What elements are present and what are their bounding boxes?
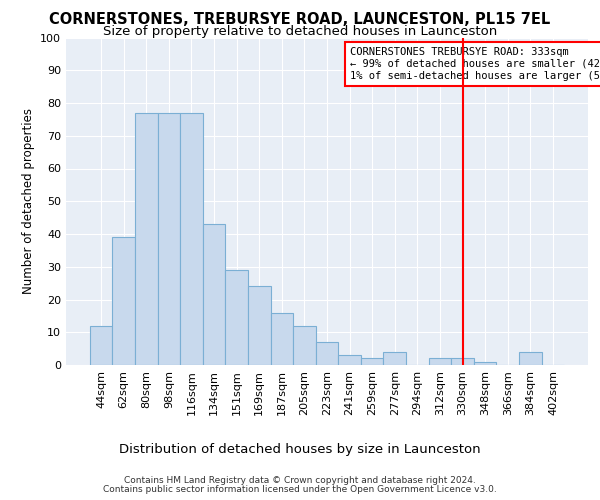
Bar <box>383 352 406 365</box>
Bar <box>248 286 271 365</box>
Text: Contains public sector information licensed under the Open Government Licence v3: Contains public sector information licen… <box>103 485 497 494</box>
Bar <box>158 113 180 365</box>
Text: CORNERSTONES TREBURSYE ROAD: 333sqm
← 99% of detached houses are smaller (423)
1: CORNERSTONES TREBURSYE ROAD: 333sqm ← 99… <box>350 48 600 80</box>
Bar <box>519 352 542 365</box>
Bar <box>135 113 158 365</box>
Bar <box>293 326 316 365</box>
Bar <box>428 358 451 365</box>
Bar <box>112 238 135 365</box>
Bar <box>361 358 383 365</box>
Bar <box>451 358 474 365</box>
Bar <box>474 362 496 365</box>
Bar <box>203 224 226 365</box>
Y-axis label: Number of detached properties: Number of detached properties <box>22 108 35 294</box>
Bar <box>180 113 203 365</box>
Text: Contains HM Land Registry data © Crown copyright and database right 2024.: Contains HM Land Registry data © Crown c… <box>124 476 476 485</box>
Text: Size of property relative to detached houses in Launceston: Size of property relative to detached ho… <box>103 25 497 38</box>
Text: CORNERSTONES, TREBURSYE ROAD, LAUNCESTON, PL15 7EL: CORNERSTONES, TREBURSYE ROAD, LAUNCESTON… <box>49 12 551 28</box>
Bar <box>90 326 112 365</box>
Text: Distribution of detached houses by size in Launceston: Distribution of detached houses by size … <box>119 442 481 456</box>
Bar <box>316 342 338 365</box>
Bar <box>226 270 248 365</box>
Bar <box>338 355 361 365</box>
Bar <box>271 312 293 365</box>
